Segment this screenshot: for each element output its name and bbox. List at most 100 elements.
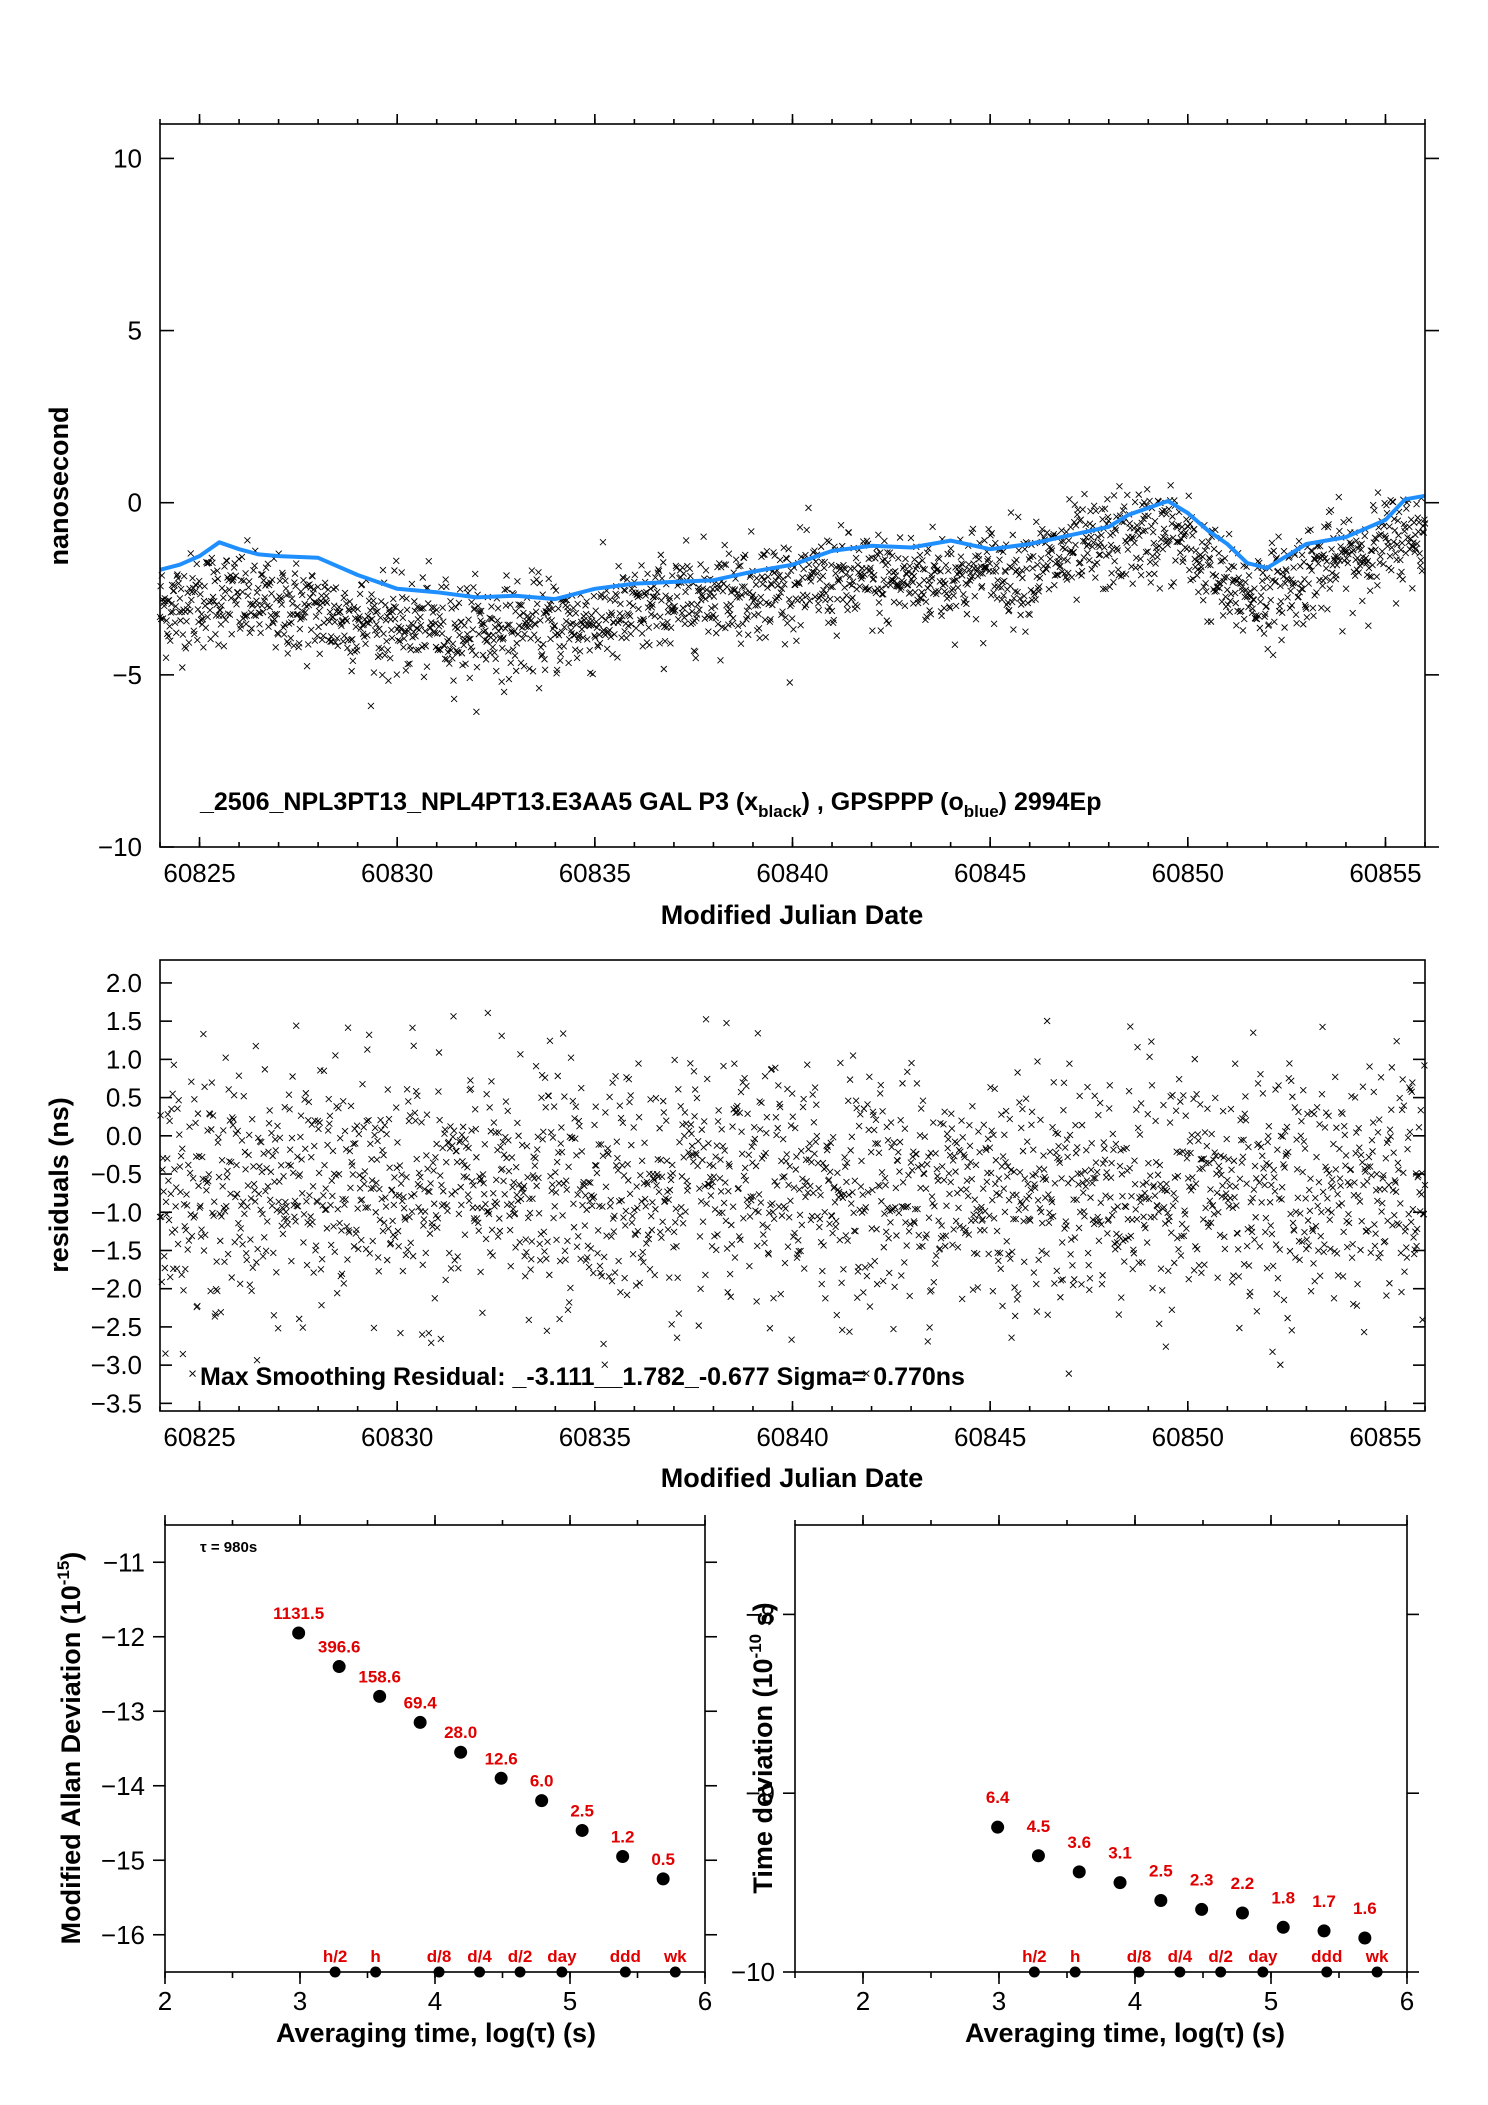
gal-p3-point xyxy=(373,621,380,628)
gal-p3-point xyxy=(1364,557,1372,565)
gal-p3-point xyxy=(771,552,779,559)
residual-point xyxy=(542,1103,550,1111)
gal-p3-point xyxy=(1263,574,1271,582)
deviation-point-label: 6.4 xyxy=(986,1788,1010,1807)
gal-p3-point xyxy=(400,643,407,651)
residual-point xyxy=(1283,1123,1291,1131)
residual-point xyxy=(629,1250,637,1258)
residual-point xyxy=(253,1259,260,1266)
gal-p3-point xyxy=(1097,539,1105,546)
residual-point xyxy=(1271,1174,1278,1181)
gal-p3-point xyxy=(1023,565,1030,572)
residual-point xyxy=(1122,1236,1129,1243)
residual-point xyxy=(433,1140,440,1148)
time-series-points xyxy=(156,481,1429,716)
residual-point xyxy=(599,1203,606,1211)
gal-p3-point xyxy=(431,629,439,637)
residual-point xyxy=(729,1203,737,1211)
residual-point xyxy=(728,1240,736,1248)
residual-point xyxy=(599,1152,607,1160)
residual-point xyxy=(183,1202,191,1209)
gal-p3-point xyxy=(373,631,381,639)
residual-point xyxy=(810,1118,818,1126)
residual-point xyxy=(1010,1168,1018,1176)
gal-p3-point xyxy=(1119,507,1127,514)
gal-p3-point xyxy=(371,627,379,634)
gal-p3-point xyxy=(298,613,305,621)
residual-point xyxy=(563,1186,571,1193)
residual-point xyxy=(471,1106,479,1113)
residual-point xyxy=(1393,1037,1400,1045)
gal-p3-point xyxy=(251,562,258,570)
residual-point xyxy=(1187,1186,1195,1194)
gal-p3-point xyxy=(376,625,383,633)
residual-point xyxy=(430,1200,438,1208)
residual-point xyxy=(436,1172,444,1179)
gal-p3-point xyxy=(186,608,194,615)
residual-point xyxy=(1318,1090,1326,1098)
residual-point xyxy=(721,1179,729,1186)
residual-point xyxy=(215,1133,222,1141)
residual-point xyxy=(949,1241,956,1249)
gal-p3-point xyxy=(532,608,540,616)
gal-p3-point xyxy=(529,668,537,675)
residual-point xyxy=(272,1268,280,1276)
gal-p3-point xyxy=(497,624,505,632)
residual-point xyxy=(229,1121,237,1129)
gal-p3-point xyxy=(1275,533,1282,541)
residual-point xyxy=(221,1208,229,1215)
residual-point xyxy=(338,1270,346,1278)
gal-p3-point xyxy=(1256,624,1264,632)
residual-point xyxy=(536,1240,543,1248)
residual-point xyxy=(731,1060,738,1067)
residual-point xyxy=(878,1168,886,1176)
residual-point xyxy=(371,1131,378,1139)
gal-p3-point xyxy=(901,602,909,610)
residual-point xyxy=(694,1162,701,1170)
residual-point xyxy=(161,1264,169,1272)
residual-point xyxy=(545,1092,553,1100)
residual-point xyxy=(474,1219,482,1227)
gal-p3-point xyxy=(574,600,581,608)
residual-point xyxy=(539,1135,547,1143)
y-tick-label: −11 xyxy=(103,1547,145,1577)
residual-point xyxy=(785,1213,793,1221)
residual-point xyxy=(688,1130,695,1138)
gal-p3-point xyxy=(969,573,976,580)
residual-point xyxy=(1160,1203,1168,1211)
residual-point xyxy=(1279,1133,1287,1140)
residual-point xyxy=(917,1105,925,1112)
gal-p3-point xyxy=(500,634,507,642)
gal-p3-point xyxy=(803,592,811,599)
residual-point xyxy=(1268,1230,1276,1238)
gal-p3-point xyxy=(1257,598,1264,606)
gal-p3-point xyxy=(448,605,456,612)
gal-p3-point xyxy=(1067,523,1074,531)
residual-point xyxy=(679,1121,686,1128)
gal-p3-point xyxy=(311,637,319,645)
residual-point xyxy=(312,1242,320,1250)
residual-point xyxy=(724,1289,732,1296)
gal-p3-point xyxy=(495,621,503,629)
gal-p3-point xyxy=(666,594,674,602)
gal-p3-point xyxy=(745,603,753,611)
gal-p3-point xyxy=(465,635,473,643)
residual-point xyxy=(301,1096,308,1103)
gal-p3-point xyxy=(913,562,921,570)
residual-point xyxy=(1321,1124,1329,1131)
gal-p3-point xyxy=(573,621,580,628)
residual-point xyxy=(870,1111,877,1119)
residual-point xyxy=(873,1225,880,1233)
gal-p3-point xyxy=(721,541,729,549)
residual-point xyxy=(884,1204,891,1211)
interval-marker xyxy=(1321,1966,1333,1978)
residual-point xyxy=(935,1217,942,1225)
residual-point xyxy=(305,1098,313,1106)
gal-p3-point xyxy=(536,617,544,624)
gal-p3-point xyxy=(243,612,251,619)
gal-p3-point xyxy=(482,656,490,663)
gal-p3-point xyxy=(511,652,519,659)
residual-point xyxy=(1162,1343,1170,1351)
gal-p3-point xyxy=(884,559,892,567)
residual-point xyxy=(621,1222,629,1229)
